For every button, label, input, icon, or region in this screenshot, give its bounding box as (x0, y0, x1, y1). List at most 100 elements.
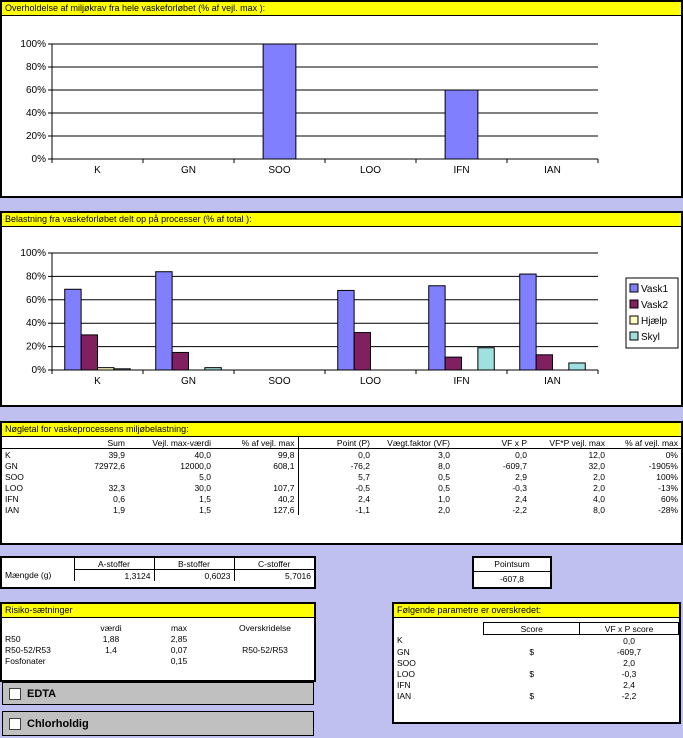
chlor-checkbox[interactable]: Chlorholdig (2, 711, 314, 736)
keys-row-cell: -0,5 (297, 482, 373, 493)
params-row: IAN $ -2,2 (394, 690, 679, 701)
risiko-row-cell: 0,15 (170, 655, 188, 666)
keys-row: K 39,9 40,0 99,8 0,0 3,0 0,0 12,0 0% (2, 448, 681, 460)
keys-row-cell: 3,0 (438, 449, 450, 460)
bar (568, 362, 586, 371)
keys-row-cell: -609,7 (502, 460, 527, 471)
keys-row-cell: IFN (5, 493, 19, 504)
bar (337, 289, 355, 371)
y-tick-label: 60% (26, 295, 46, 306)
keys-header: Vejl. max-værdi (128, 437, 214, 449)
bar (519, 273, 537, 371)
keys-row-cell: 1,5 (199, 493, 211, 504)
stoffer-header (2, 558, 74, 570)
keys-header: Sum (64, 437, 128, 449)
keys-row-cell: -13% (658, 482, 678, 493)
legend-swatch (629, 331, 639, 341)
legend-label: Skyl (641, 332, 660, 343)
legend-label: Vask1 (641, 284, 668, 295)
edta-checkbox[interactable]: EDTA (2, 682, 314, 705)
keys-row-cell: -2,2 (512, 504, 527, 515)
legend-swatch (629, 283, 639, 293)
risiko-row-cell (216, 633, 314, 644)
keys-row: GN 72972,6 12000,0 608,1 -76,2 8,0 -609,7 32,0 -… (2, 460, 681, 471)
keys-row-cell: IAN (5, 504, 20, 515)
params-row-cell (484, 679, 580, 690)
keys-header: % af vejl. max (214, 437, 298, 449)
keys-row-cell: 2,0 (593, 471, 605, 482)
risiko-panel: Risiko-sætninger værdi max Overskridelse… (0, 602, 316, 682)
x-tick-label: GN (181, 165, 196, 176)
keys-row: SOO 5,0 5,7 0,5 2,9 2,0 100% (2, 471, 681, 482)
keys-header: % af vejl. max (608, 437, 681, 449)
keys-row: LOO 32,3 30,0 107,7 -0,5 0,5 -0,3 2,0 -13% (2, 482, 681, 493)
keys-row-cell: 0,0 (297, 448, 373, 460)
risiko-row-cell (216, 655, 314, 666)
keys-row-cell: 2,4 (297, 493, 373, 504)
bar (477, 347, 495, 371)
stoffer-a-value: 1,3124 (73, 569, 154, 581)
bar (64, 288, 82, 371)
params-row-cell: $ (529, 646, 535, 657)
keys-row-cell: 72972,6 (94, 460, 125, 471)
stoffer-table: A-stoffer B-stoffer C-stoffer Mængde (g)… (2, 558, 314, 581)
x-tick-label: LOO (360, 376, 381, 387)
keys-row-cell (64, 471, 128, 482)
risiko-row-cell: R50-52/R53 (242, 644, 288, 655)
keys-row-cell: 30,0 (194, 482, 211, 493)
params-row-cell: 2,0 (623, 657, 635, 668)
stoffer-header: A-stoffer (73, 558, 154, 570)
risiko-row: Fosfonater 0,15 (2, 655, 314, 666)
keys-row: IFN 0,6 1,5 40,2 2,4 1,0 2,4 4,0 60% (2, 493, 681, 504)
params-row: IFN 2,4 (394, 679, 679, 690)
pointsum-value: -607,8 (499, 574, 525, 584)
stoffer-c-value: 5,7016 (233, 569, 314, 581)
x-tick-label: LOO (360, 165, 381, 176)
x-tick-label: IFN (453, 165, 469, 176)
keys-row-cell: -1,1 (297, 504, 373, 515)
x-tick-label: K (94, 376, 101, 387)
x-tick-label: IFN (453, 376, 469, 387)
risiko-header-row: værdi max Overskridelse (2, 622, 314, 633)
y-tick-label: 100% (20, 39, 46, 50)
keys-row-cell: 12000,0 (180, 460, 211, 471)
risiko-title: Risiko-sætninger (2, 604, 314, 618)
keys-row-cell: K (5, 449, 11, 460)
params-row: K 0,0 (394, 635, 679, 647)
y-tick-label: 100% (20, 248, 46, 259)
keys-header-row: Sum Vejl. max-værdi % af vejl. max Point… (2, 437, 681, 449)
bar (444, 89, 479, 160)
chart2-panel: Belastning fra vaskeforløbet delt op på … (0, 211, 683, 407)
keys-row-cell: 39,9 (108, 449, 125, 460)
keys-row-cell: 100% (656, 471, 678, 482)
legend-label: Vask2 (641, 300, 668, 311)
legend-swatch (629, 299, 639, 309)
keys-row-cell: 1,5 (199, 504, 211, 515)
chart2-title: Belastning fra vaskeforløbet delt op på … (2, 213, 681, 227)
risiko-row-cell (80, 655, 142, 666)
keys-row-cell: SOO (5, 471, 24, 482)
params-row-cell: SOO (397, 657, 416, 668)
checkbox-icon[interactable] (9, 717, 21, 730)
x-tick-label: IAN (544, 376, 561, 387)
bar (262, 43, 297, 160)
keys-row-cell: 60% (660, 493, 678, 504)
pointsum-box: Pointsum -607,8 (472, 556, 552, 589)
stoffer-b-value: 0,6023 (153, 569, 234, 581)
keys-header: Point (P) (297, 437, 373, 449)
params-row-cell: GN (397, 646, 410, 657)
keys-row-cell: 5,0 (199, 471, 211, 482)
keys-row-cell: GN (5, 460, 18, 471)
risiko-header (2, 622, 80, 633)
checkbox-icon[interactable] (9, 687, 21, 700)
y-tick-label: 20% (26, 131, 46, 142)
keys-row-cell: 0% (665, 449, 678, 460)
risiko-row-cell: R50 (5, 633, 21, 644)
keys-row-cell: 4,0 (593, 493, 605, 504)
stoffer-header-row: A-stoffer B-stoffer C-stoffer (2, 558, 314, 570)
params-row-cell: -2,2 (621, 690, 637, 701)
y-tick-label: 80% (26, 271, 46, 282)
risiko-header: værdi (100, 622, 122, 633)
keys-row-cell: 12,0 (588, 449, 605, 460)
params-row-cell (484, 635, 580, 647)
